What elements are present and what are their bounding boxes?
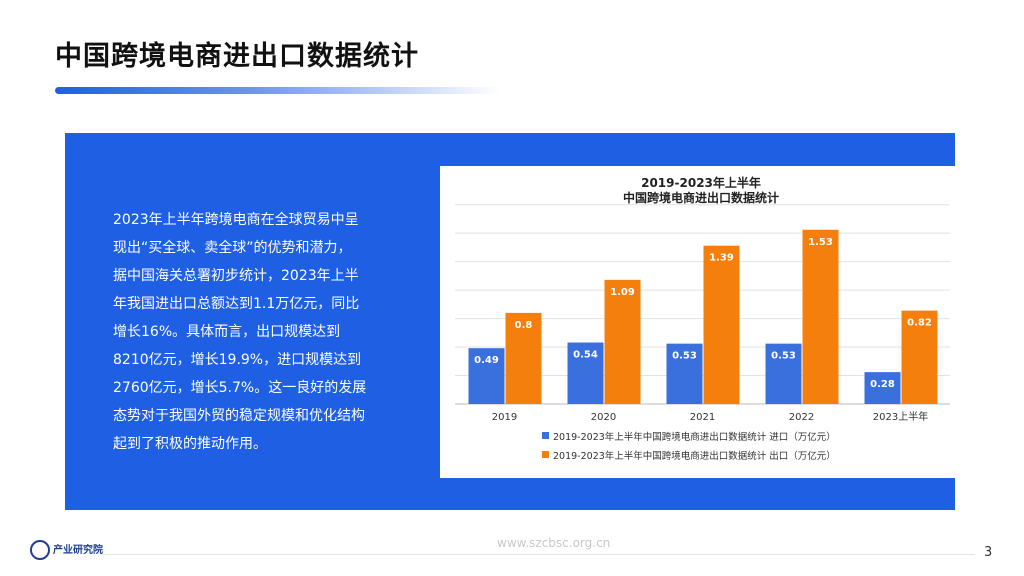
logo: 产业研究院 <box>30 540 103 560</box>
legend-marker <box>542 432 549 439</box>
paragraph-line: 据中国海关总署初步统计，2023年上半 <box>113 268 359 284</box>
logo-text: 产业研究院 <box>53 545 103 556</box>
bar <box>666 343 703 404</box>
chart-title: 2019-2023年上半年 <box>641 175 761 190</box>
bar <box>802 229 839 404</box>
bar <box>567 342 604 404</box>
bar <box>468 348 505 404</box>
bar <box>864 372 901 404</box>
bar <box>765 343 802 404</box>
paragraph: 2023年上半年跨境电商在全球贸易中呈 现出“买全球、卖全球”的优势和潜力， 据中国… <box>113 206 403 458</box>
data-label: 0.49 <box>474 355 499 366</box>
paragraph-line: 年我国进出口总额达到1.1万亿元，同比 <box>113 296 360 312</box>
paragraph-line: 2760亿元，增长5.7%。这一良好的发展 <box>113 380 367 396</box>
url: www.szcbsc.org.cn <box>497 536 611 550</box>
bar <box>703 245 740 404</box>
legend-label: 2019-2023年上半年中国跨境电商进出口数据统计 进口（万亿元） <box>553 431 836 443</box>
x-tick-label: 2022 <box>789 412 814 423</box>
chart: 2019-2023年上半年中国跨境电商进出口数据统计 2019 0.49 0.8 202… <box>455 175 950 462</box>
paragraph-line: 现出“买全球、卖全球”的优势和潜力， <box>113 240 352 256</box>
bar <box>604 279 641 404</box>
data-label: 0.53 <box>771 351 796 362</box>
footer-line <box>100 554 975 555</box>
bar <box>901 310 938 404</box>
slide-title: 中国跨境电商进出口数据统计 <box>55 41 419 72</box>
x-tick-label: 2023上半年 <box>873 410 928 423</box>
x-tick-label: 2019 <box>492 412 517 423</box>
x-tick-label: 2021 <box>690 412 715 423</box>
paragraph-line: 起到了积极的推动作用。 <box>113 436 267 452</box>
bar <box>505 312 542 404</box>
data-label: 1.09 <box>610 287 635 298</box>
title-underline <box>55 87 500 94</box>
data-label: 0.28 <box>870 379 895 390</box>
paragraph-line: 增长16%。具体而言，出口规模达到 <box>113 324 341 340</box>
paragraph-line: 8210亿元，增长19.9%，进口规模达到 <box>113 352 362 368</box>
data-label: 0.8 <box>515 320 533 331</box>
data-label: 0.54 <box>573 350 598 361</box>
paragraph-line: 态势对于我国外贸的稳定规模和优化结构 <box>113 408 365 424</box>
chart-title: 中国跨境电商进出口数据统计 <box>623 190 779 205</box>
paragraph-line: 2023年上半年跨境电商在全球贸易中呈 <box>113 212 359 228</box>
legend-marker <box>542 451 549 458</box>
data-label: 1.53 <box>808 237 833 248</box>
data-label: 0.82 <box>907 318 932 329</box>
x-tick-label: 2020 <box>591 412 616 423</box>
data-label: 0.53 <box>672 351 697 362</box>
chart-panel: 2019-2023年上半年 中国跨境电商进出口数据统计 2019 0.49 0.8 202… <box>440 166 963 478</box>
data-label: 1.39 <box>709 253 734 264</box>
page-number: 3 <box>984 545 993 560</box>
logo-icon <box>30 540 50 560</box>
legend-label: 2019-2023年上半年中国跨境电商进出口数据统计 出口（万亿元） <box>553 450 836 462</box>
